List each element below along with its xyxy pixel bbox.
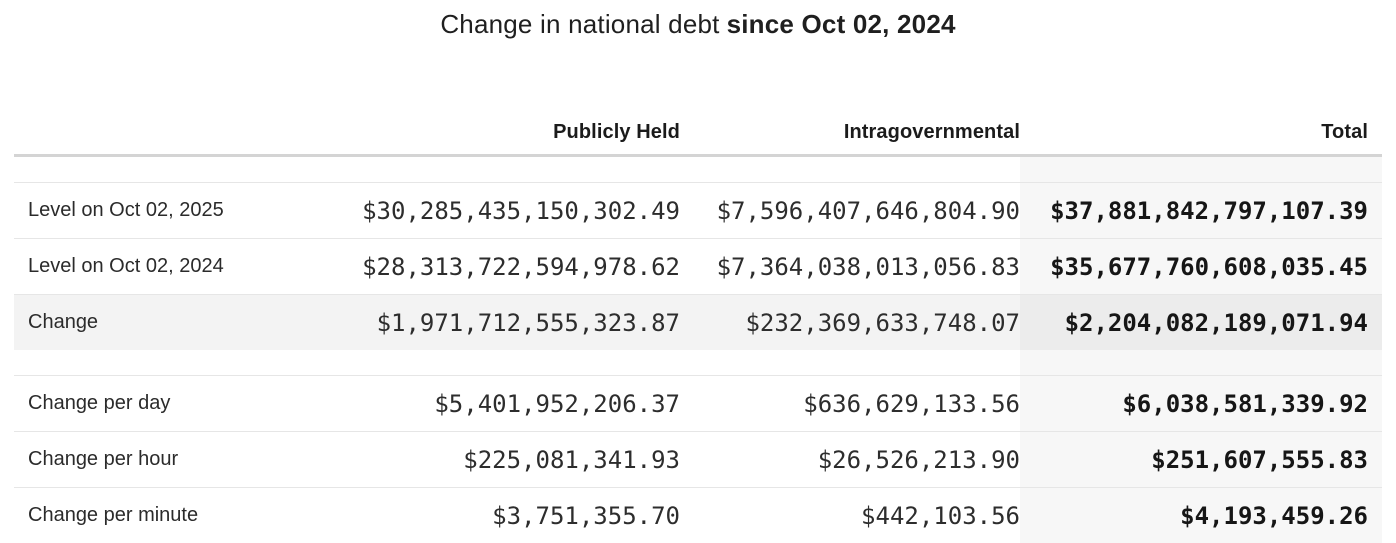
intragovernmental-value: $7,596,407,646,804.90 bbox=[680, 183, 1020, 239]
publicly-held-value: $30,285,435,150,302.49 bbox=[350, 183, 680, 239]
publicly-held-value: $1,971,712,555,323.87 bbox=[350, 295, 680, 351]
table-row-change-per-minute: Change per minute $3,751,355.70 $442,103… bbox=[14, 488, 1382, 543]
publicly-held-value: $225,081,341.93 bbox=[350, 432, 680, 488]
intragovernmental-value: $442,103.56 bbox=[680, 488, 1020, 543]
row-label: Level on Oct 02, 2024 bbox=[14, 239, 350, 295]
publicly-held-value: $5,401,952,206.37 bbox=[350, 376, 680, 432]
header-row: Publicly Held Intragovernmental Total bbox=[14, 110, 1382, 156]
page-title-prefix: Change in national debt bbox=[440, 9, 719, 39]
total-value: $6,038,581,339.92 bbox=[1020, 376, 1382, 432]
total-value: $2,204,082,189,071.94 bbox=[1020, 295, 1382, 351]
table-row-change-per-day: Change per day $5,401,952,206.37 $636,62… bbox=[14, 376, 1382, 432]
total-value: $37,881,842,797,107.39 bbox=[1020, 183, 1382, 239]
national-debt-table: Publicly Held Intragovernmental Total Le… bbox=[14, 110, 1382, 543]
table-row-level-2025: Level on Oct 02, 2025 $30,285,435,150,30… bbox=[14, 183, 1382, 239]
total-value: $35,677,760,608,035.45 bbox=[1020, 239, 1382, 295]
header-total: Total bbox=[1020, 110, 1382, 156]
spacer-row bbox=[14, 156, 1382, 183]
table-row-change-per-hour: Change per hour $225,081,341.93 $26,526,… bbox=[14, 432, 1382, 488]
spacer-row bbox=[14, 350, 1382, 376]
publicly-held-value: $3,751,355.70 bbox=[350, 488, 680, 543]
row-label: Level on Oct 02, 2025 bbox=[14, 183, 350, 239]
page-title: Change in national debt since Oct 02, 202… bbox=[0, 0, 1396, 40]
intragovernmental-value: $232,369,633,748.07 bbox=[680, 295, 1020, 351]
row-label: Change per day bbox=[14, 376, 350, 432]
header-publicly-held: Publicly Held bbox=[350, 110, 680, 156]
intragovernmental-value: $26,526,213.90 bbox=[680, 432, 1020, 488]
intragovernmental-value: $7,364,038,013,056.83 bbox=[680, 239, 1020, 295]
table-row-change: Change $1,971,712,555,323.87 $232,369,63… bbox=[14, 295, 1382, 351]
row-label: Change bbox=[14, 295, 350, 351]
total-value: $251,607,555.83 bbox=[1020, 432, 1382, 488]
publicly-held-value: $28,313,722,594,978.62 bbox=[350, 239, 680, 295]
row-label: Change per minute bbox=[14, 488, 350, 543]
page-title-emphasis: since Oct 02, 2024 bbox=[727, 9, 956, 39]
total-value: $4,193,459.26 bbox=[1020, 488, 1382, 543]
header-intragovernmental: Intragovernmental bbox=[680, 110, 1020, 156]
row-label: Change per hour bbox=[14, 432, 350, 488]
table-row-level-2024: Level on Oct 02, 2024 $28,313,722,594,97… bbox=[14, 239, 1382, 295]
intragovernmental-value: $636,629,133.56 bbox=[680, 376, 1020, 432]
header-blank bbox=[14, 110, 350, 156]
